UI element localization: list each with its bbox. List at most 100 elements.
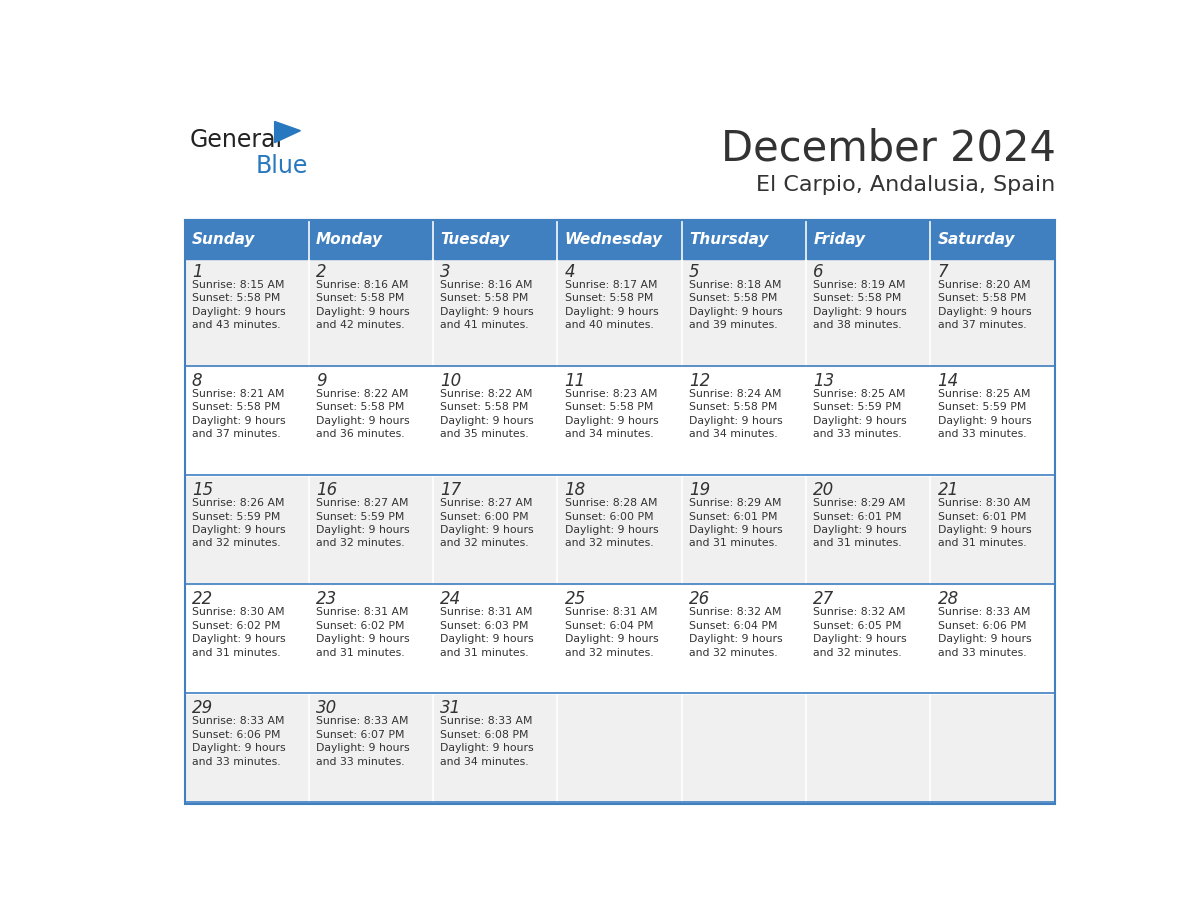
Text: Daylight: 9 hours: Daylight: 9 hours (191, 525, 285, 535)
Text: Daylight: 9 hours: Daylight: 9 hours (814, 525, 906, 535)
Text: Blue: Blue (255, 154, 308, 178)
Text: and 31 minutes.: and 31 minutes. (937, 538, 1026, 548)
Bar (558, 695, 680, 802)
Bar (310, 368, 431, 475)
Text: Wednesday: Wednesday (564, 231, 663, 247)
Text: Sunrise: 8:33 AM: Sunrise: 8:33 AM (441, 716, 533, 726)
Text: Tuesday: Tuesday (441, 231, 510, 247)
Bar (931, 586, 1053, 693)
Bar (682, 219, 804, 259)
Text: and 33 minutes.: and 33 minutes. (191, 756, 280, 767)
Text: Daylight: 9 hours: Daylight: 9 hours (564, 525, 658, 535)
Text: Sunset: 6:01 PM: Sunset: 6:01 PM (814, 511, 902, 521)
Text: and 32 minutes.: and 32 minutes. (814, 647, 902, 657)
Bar (434, 586, 556, 693)
Text: Sunset: 6:00 PM: Sunset: 6:00 PM (564, 511, 653, 521)
Polygon shape (274, 121, 301, 142)
Bar (434, 259, 556, 365)
Text: Sunrise: 8:23 AM: Sunrise: 8:23 AM (564, 389, 657, 399)
Text: Sunrise: 8:33 AM: Sunrise: 8:33 AM (316, 716, 409, 726)
Text: 13: 13 (814, 372, 834, 390)
Bar (558, 259, 680, 365)
Text: Daylight: 9 hours: Daylight: 9 hours (937, 307, 1031, 317)
Text: Daylight: 9 hours: Daylight: 9 hours (937, 634, 1031, 644)
Text: and 37 minutes.: and 37 minutes. (191, 430, 280, 439)
Bar (310, 476, 431, 584)
Text: 10: 10 (441, 372, 462, 390)
Text: 1: 1 (191, 263, 202, 281)
Text: Sunrise: 8:32 AM: Sunrise: 8:32 AM (814, 607, 905, 617)
Text: Sunrise: 8:29 AM: Sunrise: 8:29 AM (689, 498, 782, 508)
Text: and 39 minutes.: and 39 minutes. (689, 320, 778, 330)
Bar (185, 476, 307, 584)
Bar (807, 219, 928, 259)
Text: and 32 minutes.: and 32 minutes. (564, 538, 653, 548)
Bar (185, 259, 307, 365)
Text: Sunset: 6:01 PM: Sunset: 6:01 PM (937, 511, 1026, 521)
Text: and 36 minutes.: and 36 minutes. (316, 430, 405, 439)
Text: and 32 minutes.: and 32 minutes. (564, 647, 653, 657)
Bar (682, 586, 804, 693)
Text: Sunrise: 8:27 AM: Sunrise: 8:27 AM (316, 498, 409, 508)
Text: and 32 minutes.: and 32 minutes. (441, 538, 529, 548)
Text: Daylight: 9 hours: Daylight: 9 hours (814, 416, 906, 426)
Text: Sunrise: 8:15 AM: Sunrise: 8:15 AM (191, 280, 284, 290)
Text: Sunset: 6:06 PM: Sunset: 6:06 PM (937, 621, 1026, 631)
Text: Daylight: 9 hours: Daylight: 9 hours (814, 307, 906, 317)
Text: Daylight: 9 hours: Daylight: 9 hours (441, 634, 533, 644)
Text: Daylight: 9 hours: Daylight: 9 hours (689, 416, 783, 426)
Text: Sunrise: 8:31 AM: Sunrise: 8:31 AM (316, 607, 409, 617)
Text: Thursday: Thursday (689, 231, 769, 247)
Text: and 31 minutes.: and 31 minutes. (441, 647, 529, 657)
Bar (682, 368, 804, 475)
Text: 28: 28 (937, 590, 959, 609)
Bar (931, 476, 1053, 584)
Text: Sunset: 6:06 PM: Sunset: 6:06 PM (191, 730, 280, 740)
Text: and 33 minutes.: and 33 minutes. (937, 647, 1026, 657)
Text: 27: 27 (814, 590, 834, 609)
Text: Daylight: 9 hours: Daylight: 9 hours (564, 634, 658, 644)
Bar (807, 476, 928, 584)
Text: and 32 minutes.: and 32 minutes. (191, 538, 280, 548)
Bar (310, 259, 431, 365)
Text: Daylight: 9 hours: Daylight: 9 hours (564, 416, 658, 426)
Text: 24: 24 (441, 590, 462, 609)
Text: 6: 6 (814, 263, 823, 281)
Text: 12: 12 (689, 372, 710, 390)
Text: Sunrise: 8:17 AM: Sunrise: 8:17 AM (564, 280, 657, 290)
Text: Sunrise: 8:28 AM: Sunrise: 8:28 AM (564, 498, 657, 508)
Text: Sunrise: 8:16 AM: Sunrise: 8:16 AM (441, 280, 533, 290)
Bar (682, 695, 804, 802)
Text: and 35 minutes.: and 35 minutes. (441, 430, 529, 439)
Text: Sunset: 6:01 PM: Sunset: 6:01 PM (689, 511, 777, 521)
Text: Monday: Monday (316, 231, 384, 247)
Text: Sunset: 6:05 PM: Sunset: 6:05 PM (814, 621, 902, 631)
Text: Sunrise: 8:18 AM: Sunrise: 8:18 AM (689, 280, 782, 290)
Bar (185, 219, 307, 259)
Text: 25: 25 (564, 590, 586, 609)
Text: 5: 5 (689, 263, 700, 281)
Text: and 33 minutes.: and 33 minutes. (316, 756, 405, 767)
Text: Daylight: 9 hours: Daylight: 9 hours (689, 307, 783, 317)
Text: Daylight: 9 hours: Daylight: 9 hours (191, 307, 285, 317)
Text: Daylight: 9 hours: Daylight: 9 hours (441, 416, 533, 426)
Text: and 40 minutes.: and 40 minutes. (564, 320, 653, 330)
Text: Sunrise: 8:33 AM: Sunrise: 8:33 AM (191, 716, 284, 726)
Text: Sunrise: 8:31 AM: Sunrise: 8:31 AM (564, 607, 657, 617)
Text: Sunrise: 8:25 AM: Sunrise: 8:25 AM (937, 389, 1030, 399)
Text: 21: 21 (937, 481, 959, 499)
Text: Sunset: 5:58 PM: Sunset: 5:58 PM (191, 402, 280, 412)
Text: and 32 minutes.: and 32 minutes. (689, 647, 778, 657)
Text: and 33 minutes.: and 33 minutes. (937, 430, 1026, 439)
Bar (558, 219, 680, 259)
Text: and 31 minutes.: and 31 minutes. (689, 538, 778, 548)
Text: and 34 minutes.: and 34 minutes. (689, 430, 778, 439)
Text: Sunset: 6:00 PM: Sunset: 6:00 PM (441, 511, 529, 521)
Text: and 43 minutes.: and 43 minutes. (191, 320, 280, 330)
Text: Friday: Friday (814, 231, 865, 247)
Bar (434, 695, 556, 802)
Text: Sunset: 5:58 PM: Sunset: 5:58 PM (441, 293, 529, 303)
Text: General: General (190, 128, 283, 151)
Text: Daylight: 9 hours: Daylight: 9 hours (316, 416, 410, 426)
Text: Sunset: 5:58 PM: Sunset: 5:58 PM (316, 293, 404, 303)
